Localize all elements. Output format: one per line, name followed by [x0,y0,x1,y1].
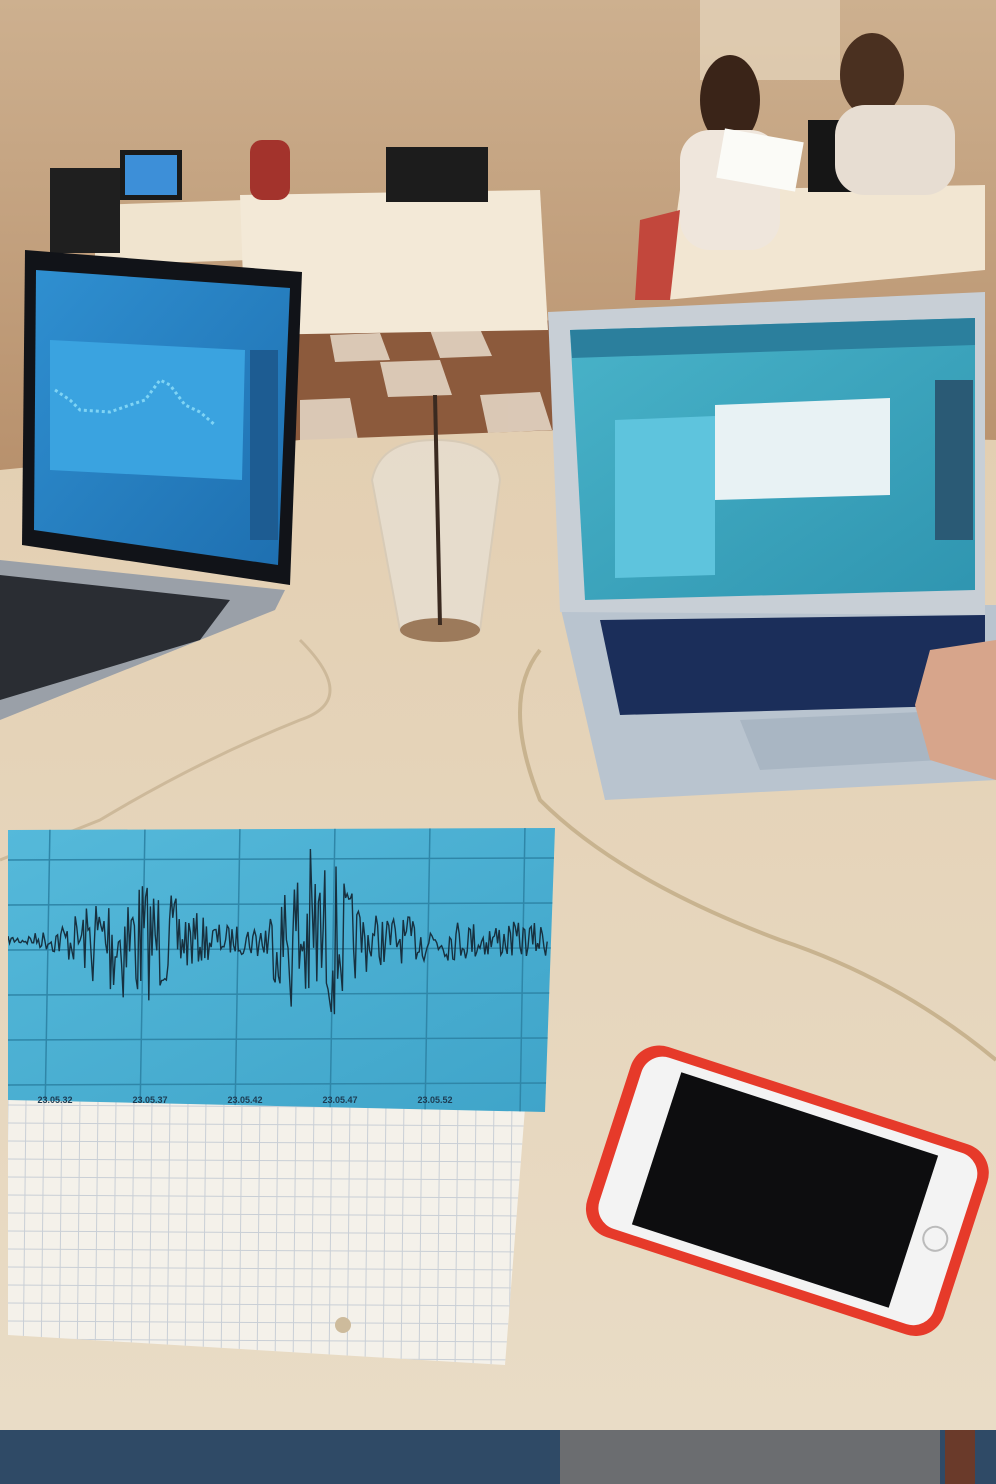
bottom-strip-edge [945,1430,975,1484]
thumbnail-column [935,380,973,540]
time-label: 23.05.37 [132,1095,167,1105]
person [835,105,955,195]
punch-hole [335,1317,351,1333]
time-label: 23.05.47 [322,1095,357,1105]
time-label: 23.05.32 [37,1095,72,1105]
fire-extinguisher [250,140,290,200]
back-laptop [386,147,488,202]
bottom-strip-pattern [560,1430,940,1484]
popup-table [715,398,890,500]
time-label: 23.05.52 [417,1095,452,1105]
time-label: 23.05.42 [227,1095,262,1105]
back-laptop-screen [125,155,177,195]
left-side-panel [250,350,278,540]
page: {"seismogram": {"time_labels": ["23.05.3… [0,0,996,1484]
person-hair [840,33,904,117]
seismogram-paper [8,828,555,1112]
right-plot-area [615,416,715,578]
photo-scene: 23.05.32 23.05.37 23.05.42 23.05.47 23.05.52 [0,0,996,1484]
back-monitor [50,168,120,253]
trackpad [740,712,940,770]
